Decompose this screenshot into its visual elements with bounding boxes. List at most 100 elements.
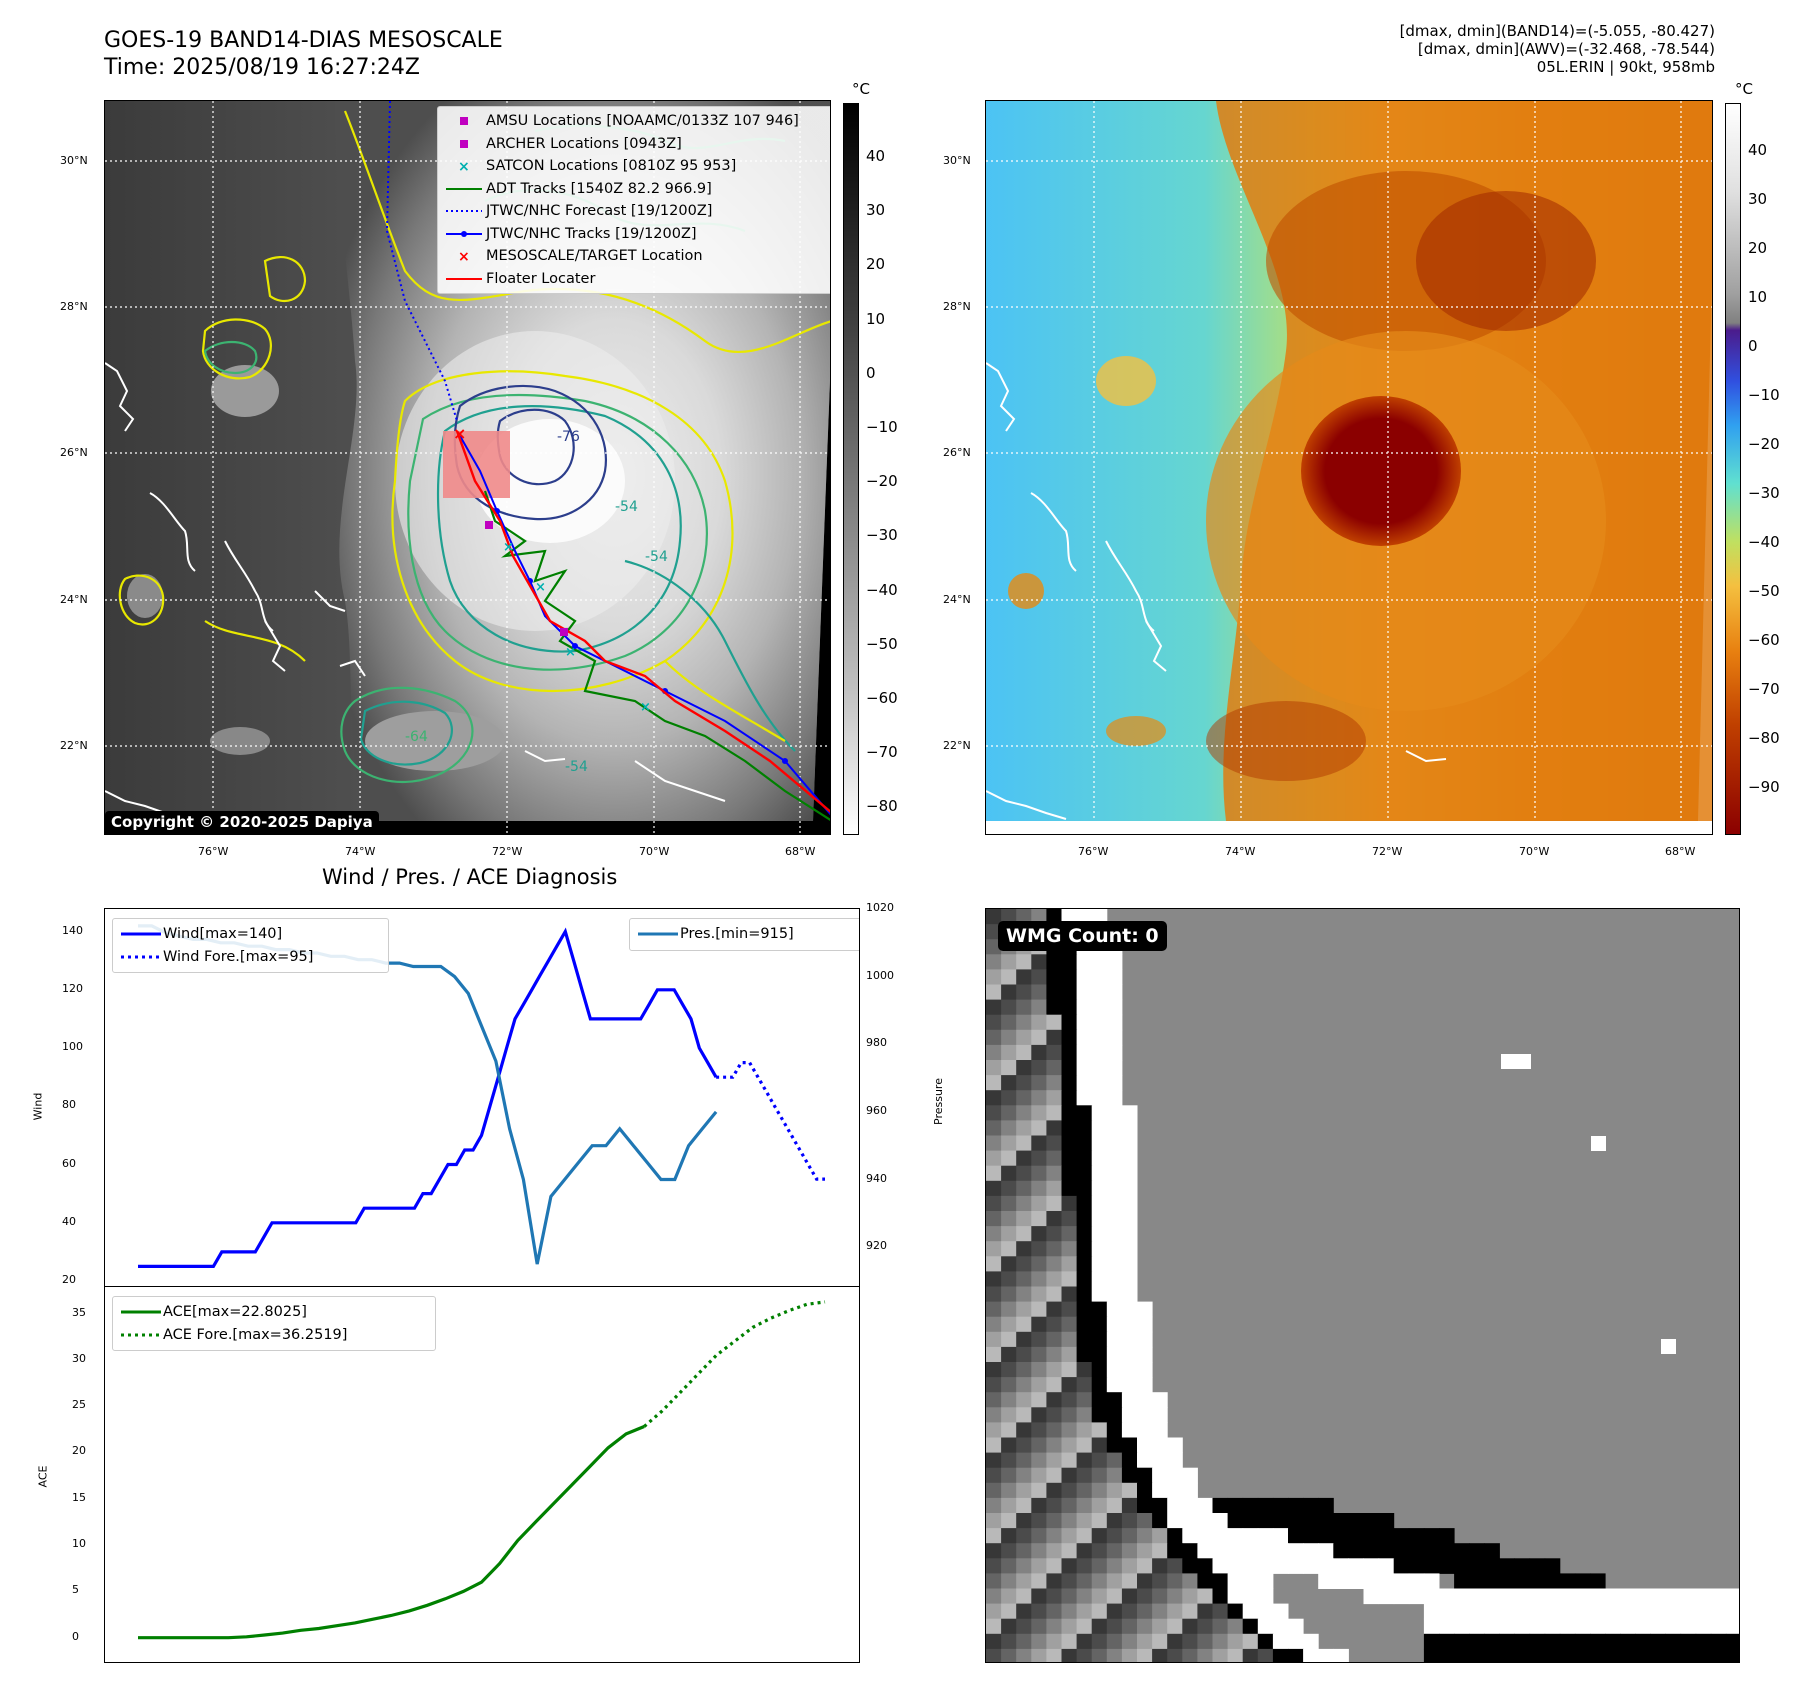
wmg-cell (1212, 1543, 1229, 1559)
wmg-cell (986, 939, 1002, 955)
wmg-cell (1076, 1135, 1093, 1152)
wmg-cell (1046, 1482, 1062, 1499)
wmg-cell (1257, 1513, 1274, 1529)
wmg-cell (1559, 1633, 1576, 1650)
wmg-cell (1061, 1407, 1078, 1423)
wmg-cell (1212, 1633, 1229, 1650)
wmg-cell (1046, 1044, 1062, 1061)
wmg-cell (1016, 1618, 1032, 1635)
wmg-cell (986, 1331, 1002, 1348)
wmg-cell (1001, 984, 1017, 1001)
wmg-cell (1635, 1648, 1651, 1662)
ir-map-panel[interactable]: × × × × × -76 -54 -54 -64 -54 AMSU Location… (104, 100, 831, 835)
wmg-cell (1695, 1618, 1712, 1635)
wmg-cell (1061, 1528, 1078, 1544)
wmg-cell (1182, 1648, 1198, 1662)
wmg-cell (1061, 1648, 1078, 1662)
wmg-cell (1288, 1618, 1304, 1635)
wmg-cell (1061, 1467, 1078, 1484)
wmg-cell (1152, 1543, 1168, 1559)
wmg-cell (1620, 1648, 1636, 1662)
wmg-cell (1242, 1588, 1259, 1605)
wmg-cell (1423, 1528, 1440, 1544)
wmg-cell (1031, 1437, 1047, 1454)
wmg-panel[interactable]: WMG Count: 0 (985, 908, 1740, 1663)
colorbar-tick: −60 (1748, 631, 1780, 649)
wmg-cell (1016, 1105, 1032, 1121)
lon-tick: 72°W (1372, 845, 1403, 858)
wmg-cell (1182, 1513, 1198, 1529)
wmg-cell (1031, 999, 1047, 1016)
wmg-cell (1227, 1618, 1244, 1635)
wmg-cell (1001, 1060, 1017, 1076)
wmg-cell (1121, 1603, 1138, 1620)
wmg-cell (1016, 1180, 1032, 1197)
wmg-cell (1167, 1603, 1183, 1620)
wmg-cell (1182, 1588, 1198, 1605)
lon-tick: 70°W (639, 845, 670, 858)
wmg-cell (1076, 1256, 1093, 1272)
wmg-cell (1061, 1346, 1078, 1363)
wmg-cell (1001, 969, 1017, 985)
wmg-cell (1182, 1497, 1198, 1514)
legend-label: Floater Locater (486, 270, 596, 287)
wmg-cell (1590, 1573, 1606, 1589)
wmg-cell (1046, 1241, 1062, 1257)
wmg-cell (1469, 1603, 1485, 1620)
wind-pressure-plot[interactable]: Wind[max=140] Wind Fore.[max=95] Pres.[m… (104, 908, 860, 1287)
wmg-cell (1106, 954, 1123, 970)
wmg-cell (1408, 1543, 1425, 1559)
wmg-cell (1454, 1603, 1470, 1620)
wmg-cell (1121, 1618, 1138, 1635)
wmg-cell (1076, 1452, 1093, 1469)
wmg-cell (1137, 1528, 1153, 1544)
wmg-cell (1635, 1633, 1651, 1650)
wmg-cell (1439, 1558, 1455, 1574)
wmg-cell (1182, 1558, 1198, 1574)
wmg-cell (1257, 1648, 1274, 1662)
wmg-cell (1303, 1558, 1319, 1574)
wmg-cell (1227, 1588, 1244, 1605)
wmg-cell (1288, 1633, 1304, 1650)
wmg-cell (1076, 954, 1093, 970)
wmg-cell (986, 1497, 1002, 1514)
wmg-cell (1665, 1633, 1682, 1650)
wmg-cell (1137, 1422, 1153, 1438)
wmg-cell (1121, 1120, 1138, 1136)
wmg-cell (1121, 1135, 1138, 1152)
wmg-cell (1016, 984, 1032, 1001)
wmg-cell (1031, 1286, 1047, 1303)
wmg-cell (1001, 1482, 1017, 1499)
wmg-cell (1182, 1543, 1198, 1559)
wmg-cell (1091, 1482, 1108, 1499)
wmg-cell (1242, 1513, 1259, 1529)
colorbar-tick: 0 (866, 363, 876, 382)
wmg-cell (1076, 1090, 1093, 1106)
wmg-cell (1605, 1633, 1621, 1650)
wmg-cell (1016, 1362, 1032, 1378)
axis-tick: 35 (72, 1305, 86, 1319)
wmg-cell (1031, 1618, 1047, 1635)
wmg-cell (1499, 1588, 1515, 1605)
wmg-cell (1001, 909, 1017, 925)
wmg-cell (1363, 1588, 1380, 1605)
wmg-cell (1001, 1226, 1017, 1242)
wmg-cell (1076, 1241, 1093, 1257)
ace-plot[interactable]: ACE[max=22.8025] ACE Fore.[max=36.2519] (104, 1286, 860, 1663)
wv-map-panel[interactable] (985, 100, 1713, 835)
wmg-cell (1710, 1618, 1727, 1635)
wmg-cell (986, 1633, 1002, 1650)
wmg-cell (1212, 1648, 1229, 1662)
wmg-cell (1227, 1528, 1244, 1544)
wmg-cell (1590, 1603, 1606, 1620)
wmg-cell (1227, 1558, 1244, 1574)
lat-tick: 22°N (943, 739, 971, 752)
wmg-cell (1484, 1588, 1500, 1605)
wmg-cell (1137, 1437, 1153, 1454)
wmg-cell (1001, 1633, 1017, 1650)
wmg-cell (1529, 1573, 1546, 1589)
wmg-cell (1061, 1195, 1078, 1212)
wmg-cell (1031, 1135, 1047, 1152)
wmg-cell (1091, 1543, 1108, 1559)
wmg-cell (1061, 1362, 1078, 1378)
